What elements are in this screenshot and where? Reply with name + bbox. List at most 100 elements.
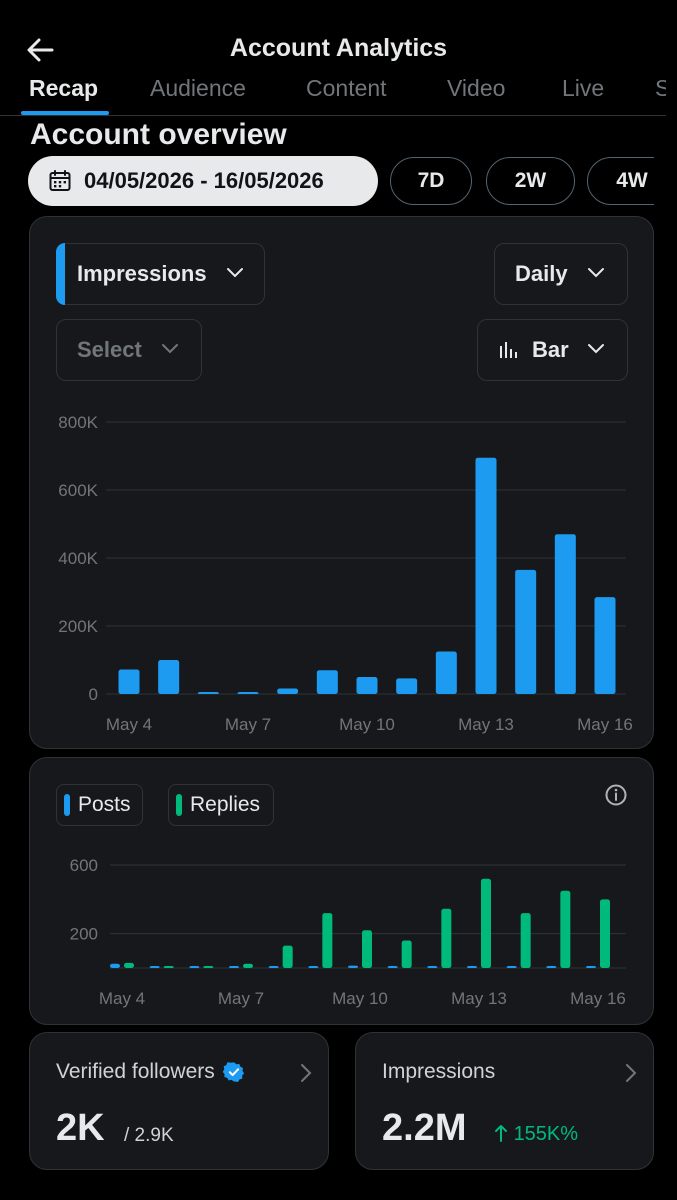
- tab-content[interactable]: Content: [306, 75, 387, 101]
- posts-color-swatch: [64, 794, 70, 816]
- impressions-total-value: 2.2M: [382, 1107, 467, 1149]
- x-tick-label: May 10: [332, 989, 388, 1008]
- bar-impressions: [277, 688, 299, 694]
- verified-followers-card[interactable]: Verified followers 2K / 2.9K: [29, 1032, 329, 1170]
- bar-replies: [560, 890, 571, 968]
- bar-replies: [520, 913, 531, 968]
- chevron-right-icon: [301, 1064, 312, 1082]
- bar-posts: [348, 965, 358, 968]
- info-icon[interactable]: [604, 783, 628, 807]
- verified-followers-label: Verified followers: [56, 1060, 215, 1083]
- tab-live[interactable]: Live: [562, 75, 605, 101]
- y-tick-label: 600: [70, 856, 98, 875]
- bar-impressions: [475, 457, 497, 694]
- impressions-total-card[interactable]: Impressions 2.2M 155K%: [355, 1032, 654, 1170]
- bar-posts: [110, 963, 120, 968]
- bar-impressions: [594, 597, 616, 694]
- bar-impressions: [435, 651, 457, 694]
- tab-recap[interactable]: Recap: [29, 75, 99, 101]
- y-tick-label: 800K: [58, 413, 98, 432]
- tab-audience[interactable]: Audience: [150, 75, 246, 101]
- x-tick-label: May 7: [225, 715, 271, 734]
- bar-replies: [163, 965, 174, 968]
- metric-color-indicator: [56, 243, 65, 305]
- verified-followers-value: 2K: [56, 1107, 105, 1149]
- tab-more[interactable]: S: [655, 75, 666, 102]
- date-range-row: 04/05/2026 - 16/05/2026 7D 2W 4W: [0, 156, 654, 208]
- y-tick-label: 400K: [58, 549, 98, 568]
- bar-replies: [203, 966, 214, 968]
- impressions-total-label: Impressions: [382, 1060, 496, 1083]
- chart-type-dropdown[interactable]: Bar: [477, 319, 628, 381]
- y-tick-label: 0: [89, 685, 98, 704]
- chart-type-label: Bar: [532, 337, 569, 362]
- arrow-left-icon[interactable]: [22, 32, 58, 68]
- bar-impressions: [316, 670, 338, 694]
- header: Account Analytics: [0, 0, 677, 80]
- bar-posts: [229, 966, 239, 968]
- legend-posts[interactable]: Posts: [56, 784, 143, 826]
- bar-impressions: [396, 678, 418, 694]
- bar-posts: [506, 965, 517, 968]
- stat-label: Verified followers: [56, 1060, 245, 1084]
- chevron-down-icon: [588, 344, 604, 354]
- bar-replies: [362, 930, 372, 968]
- bar-replies: [441, 908, 452, 968]
- interval-dropdown-label: Daily: [515, 261, 568, 286]
- interval-dropdown[interactable]: Daily: [494, 243, 628, 305]
- bar-posts: [387, 966, 398, 968]
- y-tick-label: 200K: [58, 617, 98, 636]
- chevron-right-icon: [626, 1064, 637, 1082]
- impressions-chart-card: Impressions Daily Select Bar 0 200K 400K 60…: [29, 216, 654, 749]
- bar-posts: [189, 966, 200, 968]
- bar-posts: [467, 965, 477, 968]
- compare-metric-dropdown[interactable]: Select: [56, 319, 202, 381]
- bar-posts: [268, 966, 279, 968]
- chevron-down-icon: [227, 268, 243, 278]
- x-tick-label: May 7: [218, 989, 264, 1008]
- x-tick-label: May 13: [451, 989, 507, 1008]
- legend-posts-label: Posts: [78, 793, 131, 816]
- range-7d-button[interactable]: 7D: [390, 157, 472, 205]
- legend-replies-label: Replies: [190, 793, 261, 816]
- metric-dropdown[interactable]: Impressions: [56, 243, 265, 305]
- posts-replies-bar-chart: 200 600 May 4 May 7 May 10 May 13 May 16: [70, 856, 626, 1008]
- bar-impressions: [356, 677, 378, 694]
- tab-video[interactable]: Video: [447, 75, 506, 101]
- impressions-change: 155K%: [494, 1123, 578, 1146]
- bar-replies: [124, 962, 134, 968]
- date-range-text: 04/05/2026 - 16/05/2026: [84, 168, 324, 193]
- metric-dropdown-label: Impressions: [77, 261, 207, 286]
- bar-replies: [243, 963, 253, 968]
- replies-color-swatch: [176, 794, 182, 816]
- bar-impressions: [515, 569, 537, 694]
- x-tick-label: May 10: [339, 715, 395, 734]
- bar-chart-icon: [500, 342, 517, 358]
- posts-replies-card: Posts Replies 200 600 May 4 May 7 May 10 May …: [29, 757, 654, 1025]
- bar-posts: [586, 965, 596, 968]
- date-range-picker[interactable]: 04/05/2026 - 16/05/2026: [28, 156, 378, 206]
- range-2w-button[interactable]: 2W: [486, 157, 575, 205]
- bar-replies: [481, 878, 491, 968]
- section-title: Account overview: [30, 118, 287, 151]
- bar-impressions: [554, 534, 576, 694]
- impressions-bar-chart: 0 200K 400K 600K 800K May 4 May 7 May 10 May 13 M…: [58, 413, 633, 734]
- x-tick-label: May 4: [106, 715, 152, 734]
- x-tick-label: May 13: [458, 715, 514, 734]
- bar-posts: [308, 965, 319, 968]
- y-tick-label: 200: [70, 925, 98, 944]
- legend-replies[interactable]: Replies: [168, 784, 274, 826]
- x-tick-label: May 16: [570, 989, 626, 1008]
- page-title: Account Analytics: [229, 34, 448, 62]
- bar-posts: [149, 965, 160, 968]
- total-followers-value: / 2.9K: [124, 1125, 174, 1146]
- bar-posts: [546, 965, 557, 968]
- y-tick-label: 600K: [58, 481, 98, 500]
- bar-replies: [282, 945, 293, 968]
- bar-impressions: [118, 669, 140, 694]
- range-4w-button[interactable]: 4W: [587, 157, 654, 205]
- bar-impressions: [197, 692, 219, 694]
- bar-replies: [322, 913, 333, 968]
- chevron-down-icon: [162, 344, 178, 354]
- x-tick-label: May 16: [577, 715, 633, 734]
